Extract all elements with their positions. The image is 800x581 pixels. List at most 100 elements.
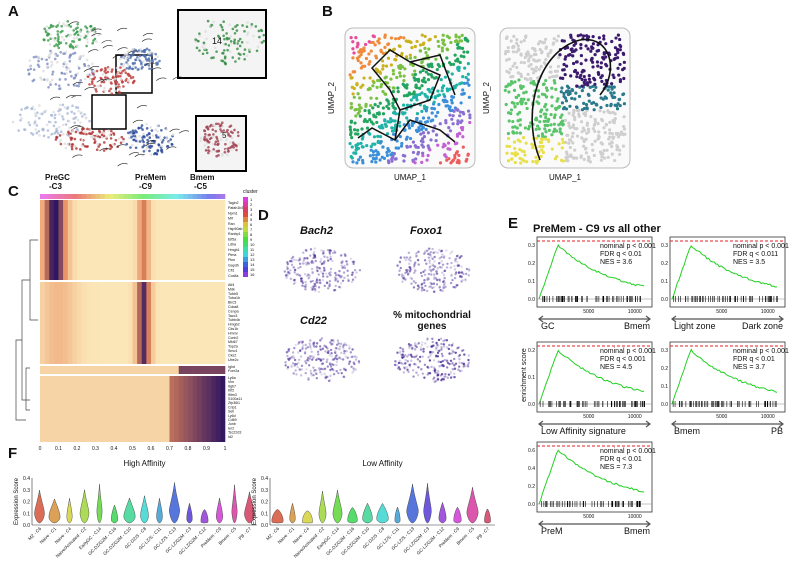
spot [411, 346, 414, 350]
spot [327, 349, 330, 353]
spot [334, 346, 338, 350]
pseudotime-dot [562, 94, 566, 99]
umap-dot [423, 34, 427, 39]
heatmap-cell [220, 200, 226, 280]
spot [286, 268, 289, 271]
cell-dot [50, 63, 54, 66]
pseudotime-dot [571, 113, 575, 117]
umap-dot [351, 92, 355, 96]
spot [289, 277, 292, 280]
cell-dot [97, 84, 101, 88]
cluster-bar [53, 194, 59, 199]
spot [436, 272, 439, 275]
spot [467, 361, 471, 365]
spot [293, 271, 296, 274]
pseudotime-dot [616, 145, 620, 149]
pseudotime-dot [618, 103, 622, 108]
spot [292, 258, 296, 261]
spot [442, 285, 445, 288]
spot [331, 251, 335, 255]
pseudotime-dot [612, 91, 616, 95]
cell-dot [158, 135, 162, 138]
umap-dot [353, 121, 357, 125]
spot [338, 274, 341, 277]
spot [332, 340, 335, 344]
spot [427, 252, 430, 256]
pseudotime-dot [539, 110, 543, 114]
pseudotime-dot [510, 157, 514, 161]
pseudotime-dot [527, 124, 532, 128]
pseudotime-dot [580, 84, 584, 88]
cell-dot [144, 148, 148, 152]
cell-dot [51, 72, 54, 76]
pseudotime-dot [567, 111, 571, 115]
spot [344, 368, 347, 371]
pseudotime-dot [610, 140, 614, 144]
pseudotime-dot [513, 80, 517, 84]
umap-dot [423, 46, 427, 50]
cell-dot [56, 30, 60, 33]
pseudotime-dot [518, 131, 522, 135]
heatmap-cell [44, 376, 50, 442]
spot [420, 282, 424, 286]
cell-dot [95, 69, 99, 73]
umap-dot [467, 95, 471, 99]
gene-label: Zfp36l1 [228, 401, 240, 405]
umap-dot [427, 116, 431, 120]
umap-dot [462, 112, 466, 116]
umap-dot [374, 67, 378, 71]
cell-dot [246, 31, 250, 34]
pseudotime-dot [532, 82, 536, 86]
pseudotime-dot [596, 48, 601, 53]
spot [332, 358, 336, 361]
cell-dot [65, 34, 68, 38]
umap-dot [385, 132, 390, 136]
spot [436, 343, 439, 347]
pseudotime-dot [519, 74, 524, 79]
spot [295, 363, 299, 366]
cell-dot [139, 126, 143, 130]
umap-dot [464, 159, 468, 163]
spot [429, 255, 433, 259]
spot [311, 279, 314, 283]
pseudotime-dot [579, 120, 584, 124]
umap-dot [453, 53, 457, 57]
pseudotime-dot [573, 126, 577, 131]
heatmap-cell [201, 200, 207, 280]
cell-dot [76, 26, 79, 29]
cell-dot [37, 59, 40, 63]
spot [295, 273, 298, 276]
spot [321, 252, 325, 256]
cell-dot [36, 111, 39, 114]
cell-dot [45, 58, 49, 62]
umap-dot [423, 120, 428, 124]
pseudotime-dot [529, 76, 533, 81]
cell-dot [35, 114, 38, 117]
umap-dot [461, 135, 465, 139]
spot [328, 283, 331, 286]
spot [420, 343, 424, 347]
pseudotime-dot [574, 91, 578, 95]
spot [464, 278, 467, 281]
gene-label: Ccnb2 [228, 336, 238, 340]
cell-dot [27, 122, 31, 125]
cell-dot [245, 25, 249, 29]
spot [290, 259, 293, 263]
heatmap-cell [215, 200, 221, 280]
pseudotime-dot [599, 158, 603, 162]
cell-dot [33, 112, 37, 115]
cluster-bar [215, 194, 221, 199]
spot [324, 350, 327, 353]
umap-dot [452, 84, 456, 88]
cell-dot [224, 42, 227, 46]
spot [450, 261, 453, 265]
pseudotime-dot [552, 115, 557, 120]
spot [403, 366, 406, 369]
pseudotime-dot [599, 105, 603, 110]
cell-dot [110, 92, 114, 95]
umap-dot [457, 68, 461, 73]
spot [426, 337, 429, 340]
cell-dot [147, 52, 151, 55]
heatmap-cell [164, 200, 170, 280]
spot [458, 358, 461, 361]
